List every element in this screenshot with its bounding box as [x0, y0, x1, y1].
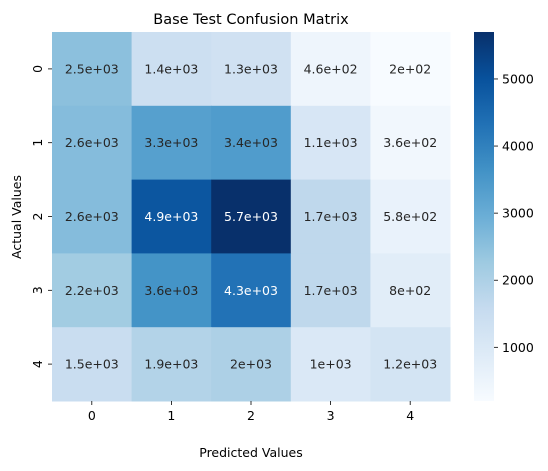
cell-value-label: 5.7e+03	[224, 209, 278, 224]
cell-value-label: 2.5e+03	[65, 61, 119, 76]
cell-value-label: 2.2e+03	[65, 283, 119, 298]
heatmap-cell	[370, 32, 451, 107]
cell-value-label: 1.2e+03	[383, 357, 437, 372]
y-axis-label: Actual Values	[9, 175, 24, 259]
x-axis-label: Predicted Values	[199, 445, 303, 460]
heatmap-cell	[211, 327, 292, 402]
chart-title: Base Test Confusion Matrix	[153, 12, 349, 28]
cell-value-label: 1e+03	[310, 357, 352, 372]
heatmap-cell	[290, 32, 371, 107]
y-tick-label: 2	[30, 213, 45, 221]
cell-value-label: 4.6e+02	[304, 61, 358, 76]
heatmap-cell	[290, 179, 371, 254]
heatmap-cell	[370, 105, 451, 181]
heatmap-cell	[370, 179, 451, 254]
heatmap-cell	[52, 253, 133, 328]
heatmap-cell	[211, 253, 292, 328]
heatmap-cell	[290, 327, 371, 402]
y-tick-label: 3	[30, 286, 45, 294]
cell-value-label: 5.8e+02	[383, 209, 437, 224]
cell-value-label: 3.3e+03	[144, 135, 198, 150]
x-tick-label: 1	[167, 408, 175, 423]
y-tick-label: 0	[30, 65, 45, 73]
cell-value-label: 3.6e+03	[144, 283, 198, 298]
colorbar-tick-label: 3000	[502, 206, 534, 221]
cell-value-label: 2e+03	[230, 357, 272, 372]
heatmap-cell	[52, 179, 133, 254]
heatmap-cells	[52, 32, 451, 402]
cell-value-label: 3.4e+03	[224, 135, 278, 150]
cell-value-label: 1.7e+03	[304, 283, 358, 298]
heatmap-cell	[211, 32, 292, 107]
heatmap-cell	[211, 105, 292, 181]
colorbar-tick-label: 2000	[502, 273, 534, 288]
heatmap-cell	[290, 105, 371, 181]
heatmap-cell	[131, 32, 212, 107]
heatmap-cell	[131, 253, 212, 328]
heatmap-cell	[290, 253, 371, 328]
cell-value-label: 2e+02	[389, 61, 431, 76]
cell-value-label: 8e+02	[389, 283, 431, 298]
heatmap-cell	[131, 179, 212, 254]
cell-value-label: 4.9e+03	[144, 209, 198, 224]
cell-value-label: 3.6e+02	[383, 135, 437, 150]
heatmap-cell	[370, 327, 451, 402]
x-axis: 0 1 2 3 4	[88, 401, 414, 423]
heatmap-cell	[52, 105, 133, 181]
cell-annotations: 2.5e+03 1.4e+03 1.3e+03 4.6e+02 2e+02 2.6e+03…	[65, 61, 437, 371]
x-tick-label: 4	[406, 408, 414, 423]
heatmap-cell	[52, 327, 133, 402]
heatmap-cell	[211, 179, 292, 254]
x-tick-label: 0	[88, 408, 96, 423]
x-tick-label: 3	[327, 408, 335, 423]
colorbar-tick-label: 5000	[502, 71, 534, 86]
heatmap-cell	[370, 253, 451, 328]
heatmap-cell	[131, 105, 212, 181]
x-tick-label: 2	[247, 408, 255, 423]
cell-value-label: 1.9e+03	[144, 357, 198, 372]
cell-value-label: 4.3e+03	[224, 283, 278, 298]
colorbar-tick-label: 4000	[502, 139, 534, 154]
cell-value-label: 1.5e+03	[65, 357, 119, 372]
cell-value-label: 1.7e+03	[304, 209, 358, 224]
y-axis: 0 1 2 3 4	[30, 65, 52, 368]
cell-value-label: 1.4e+03	[144, 61, 198, 76]
y-tick-label: 1	[30, 139, 45, 147]
heatmap-cell	[131, 327, 212, 402]
colorbar	[474, 32, 494, 401]
cell-value-label: 1.1e+03	[304, 135, 358, 150]
colorbar-axis: 1000 2000 3000 4000 5000	[494, 71, 534, 355]
cell-value-label: 2.6e+03	[65, 135, 119, 150]
heatmap-cell	[52, 32, 133, 107]
y-tick-label: 4	[30, 360, 45, 368]
colorbar-tick-label: 1000	[502, 340, 534, 355]
cell-value-label: 2.6e+03	[65, 209, 119, 224]
cell-value-label: 1.3e+03	[224, 61, 278, 76]
